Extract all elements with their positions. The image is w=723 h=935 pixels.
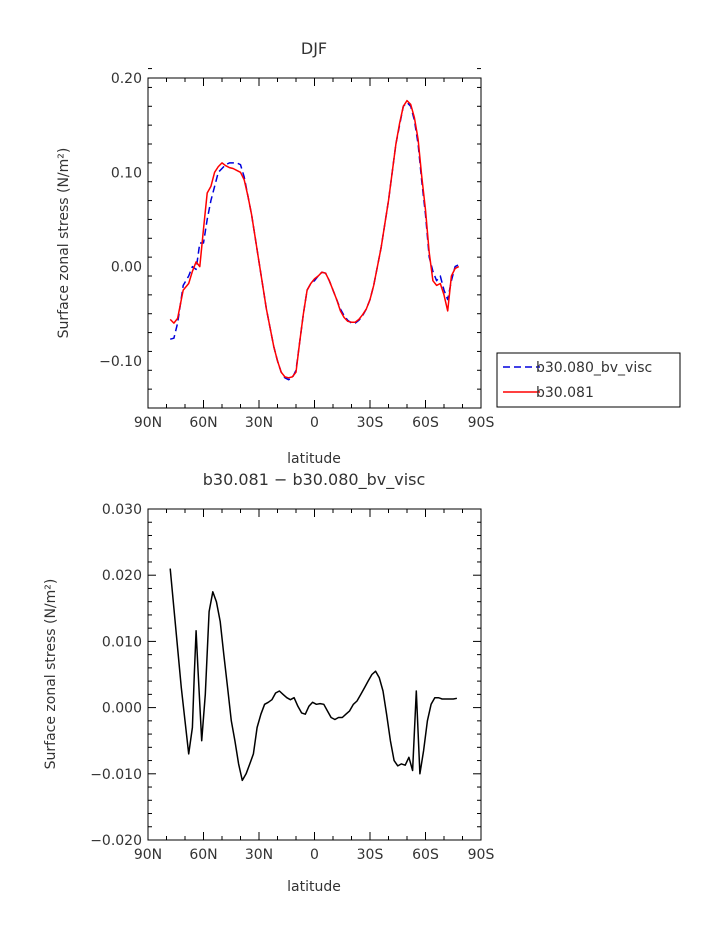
- x-tick-label: 0: [310, 415, 319, 431]
- bottom-chart-y-axis-label: Surface zonal stress (N/m²): [43, 579, 59, 770]
- bottom-chart: b30.081 − b30.080_bv_visc 90N 60N 30N 0 30S 6…: [43, 470, 494, 895]
- x-tick-label: 0: [310, 847, 319, 863]
- y-tick-label: −0.10: [99, 354, 142, 370]
- y-tick-label: 0.10: [111, 165, 142, 181]
- legend-box: [496, 352, 681, 408]
- top-chart: DJF 90N 60N 30N 0 30S 60S 90S −0.10 0.00 0.10 0.20…: [56, 39, 681, 467]
- x-tick-label: 60N: [189, 847, 217, 863]
- y-tick-label: 0.020: [102, 568, 142, 584]
- x-tick-label: 90N: [134, 415, 162, 431]
- x-tick-label: 30N: [245, 415, 273, 431]
- y-tick-label: 0.030: [102, 502, 142, 518]
- top-chart-x-axis-label: latitude: [287, 451, 341, 467]
- top-chart-title: DJF: [301, 39, 327, 58]
- x-tick-label: 90N: [134, 847, 162, 863]
- x-tick-label: 30S: [357, 415, 384, 431]
- x-tick-label: 60S: [412, 415, 439, 431]
- y-tick-label: 0.20: [111, 71, 142, 87]
- legend-label-b30-080-bv-visc: b30.080_bv_visc: [536, 360, 652, 376]
- bottom-chart-ticks: 90N 60N 30N 0 30S 60S 90S −0.020 −0.010 0.000 0.01…: [90, 502, 494, 863]
- x-tick-label: 30S: [357, 847, 384, 863]
- top-chart-ticks: 90N 60N 30N 0 30S 60S 90S −0.10 0.00 0.10 0.20: [99, 68, 495, 431]
- bottom-chart-title: b30.081 − b30.080_bv_visc: [203, 470, 426, 490]
- series-line-difference: [169, 568, 458, 782]
- x-tick-label: 90S: [468, 847, 495, 863]
- top-chart-y-axis-label: Surface zonal stress (N/m²): [56, 148, 72, 339]
- bottom-chart-series: [169, 568, 458, 782]
- series-line-b30-081: [169, 99, 460, 379]
- top-chart-plot-frame: [147, 77, 482, 409]
- legend-label-b30-081: b30.081: [536, 385, 594, 401]
- top-chart-series: [169, 99, 460, 381]
- y-tick-label: 0.010: [102, 634, 142, 650]
- y-tick-label: −0.010: [90, 767, 142, 783]
- y-tick-label: 0.00: [111, 260, 142, 276]
- y-tick-label: 0.000: [102, 701, 142, 717]
- x-tick-label: 30N: [245, 847, 273, 863]
- series-line-b30-080-bv-visc: [170, 101, 460, 381]
- top-chart-legend: b30.080_bv_visc b30.081: [496, 352, 681, 408]
- x-tick-label: 90S: [468, 415, 495, 431]
- x-tick-label: 60N: [189, 415, 217, 431]
- x-tick-label: 60S: [412, 847, 439, 863]
- y-tick-label: −0.020: [90, 833, 142, 849]
- bottom-chart-x-axis-label: latitude: [287, 879, 341, 895]
